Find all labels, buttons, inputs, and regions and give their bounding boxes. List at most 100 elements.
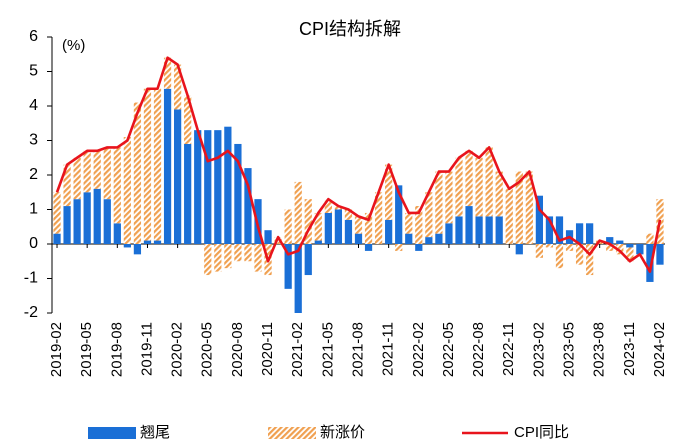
bar-segment	[646, 233, 654, 244]
bar-segment	[53, 233, 61, 244]
x-tick-label: 2020-05	[199, 322, 216, 377]
bar-segment	[646, 244, 654, 282]
legend-swatch	[88, 427, 136, 439]
bar-segment	[204, 130, 212, 244]
bar-segment	[53, 192, 61, 234]
bar-segment	[364, 212, 373, 244]
bar-segment	[385, 219, 393, 244]
bar-segment	[184, 143, 192, 244]
bar-segment	[656, 244, 664, 265]
bar-segment	[445, 171, 453, 224]
bar-segment	[173, 109, 182, 244]
y-tick-label: 6	[29, 28, 38, 45]
bar-segment	[415, 244, 423, 251]
bar-segment	[465, 206, 473, 244]
x-tick-label: 2022-08	[470, 322, 487, 377]
bar-segment	[565, 244, 574, 251]
bar-segment	[294, 181, 302, 244]
bar-segment	[435, 233, 443, 244]
x-tick-label: 2020-08	[229, 322, 246, 377]
bar-segment	[405, 233, 413, 244]
bar-segment	[264, 230, 272, 244]
bar-segment	[324, 199, 332, 213]
bar-segment	[344, 209, 353, 220]
legend-swatch	[268, 427, 316, 439]
bar-segment	[505, 188, 513, 244]
x-tick-label: 2019-11	[138, 322, 155, 376]
bar-segment	[334, 209, 343, 244]
bar-segment	[314, 240, 322, 244]
bar-segment	[63, 164, 71, 207]
x-tick-label: 2022-11	[500, 322, 517, 376]
bar-segment	[545, 244, 554, 248]
bar-segment	[224, 126, 232, 244]
y-tick-label: 1	[29, 201, 38, 218]
bar-segment	[83, 150, 91, 193]
bar-segment	[163, 57, 172, 89]
x-tick-label: 2024-02	[651, 322, 668, 377]
bar-segment	[143, 88, 152, 241]
x-tick-label: 2023-11	[621, 322, 638, 376]
bar-segment	[93, 150, 101, 189]
bar-segment	[626, 244, 634, 248]
bar-segment	[214, 244, 222, 272]
x-tick-label: 2023-02	[530, 322, 547, 377]
bar-segment	[334, 206, 343, 210]
bar-segment	[143, 240, 152, 244]
y-tick-label: -1	[24, 270, 38, 287]
y-tick-label: 5	[29, 63, 38, 80]
bar-segment	[445, 223, 453, 244]
bar-segment	[525, 171, 533, 244]
bar-segment	[234, 244, 242, 262]
bar-segment	[73, 157, 81, 200]
bar-segment	[204, 244, 212, 276]
bar-segment	[606, 237, 614, 244]
x-tick-label: 2021-08	[349, 322, 366, 377]
bar-segment	[485, 147, 493, 217]
bar-segment	[214, 130, 222, 244]
bar-segment	[224, 244, 232, 269]
bar-segment	[234, 143, 242, 244]
x-tick-label: 2019-08	[108, 322, 125, 377]
bar-segment	[304, 199, 312, 244]
x-tick-label: 2021-05	[319, 322, 336, 377]
bar-segment	[184, 95, 192, 144]
bar-segment	[244, 168, 252, 244]
legend-label: 翘尾	[140, 424, 170, 441]
bar-segment	[495, 171, 503, 217]
x-tick-label: 2019-02	[48, 322, 65, 377]
bar-segment	[586, 223, 594, 244]
bar-segment	[374, 192, 383, 244]
y-tick-label: 3	[29, 132, 38, 149]
bar-segment	[606, 244, 614, 251]
x-tick-label: 2019-05	[78, 322, 95, 377]
bar-segment	[133, 244, 142, 255]
bar-segment	[575, 244, 584, 265]
bar-segment	[616, 244, 624, 255]
bar-segment	[344, 219, 353, 244]
bar-segment	[555, 216, 564, 244]
bar-segment	[113, 147, 121, 224]
bar-segment	[515, 171, 523, 244]
x-tick-label: 2021-11	[380, 322, 397, 376]
bar-segment	[123, 137, 131, 244]
bar-segment	[354, 216, 363, 234]
chart-title: CPI结构拆解	[299, 19, 401, 39]
bar-segment	[405, 212, 413, 234]
bar-segment	[73, 199, 81, 244]
x-tick-label: 2022-05	[440, 322, 457, 377]
y-tick-label: 4	[29, 97, 38, 114]
x-tick-label: 2020-11	[259, 322, 276, 376]
bar-segment	[274, 237, 282, 244]
bar-segment	[113, 223, 121, 244]
y-tick-label: -2	[24, 304, 38, 321]
bar-segment	[123, 244, 131, 248]
y-tick-label: 2	[29, 166, 38, 183]
bar-segment	[93, 188, 101, 244]
bar-segment	[133, 102, 142, 244]
bar-segment	[385, 164, 393, 220]
bar-segment	[455, 216, 463, 244]
bar-segment	[153, 240, 162, 244]
y-tick-label: 0	[29, 235, 38, 252]
